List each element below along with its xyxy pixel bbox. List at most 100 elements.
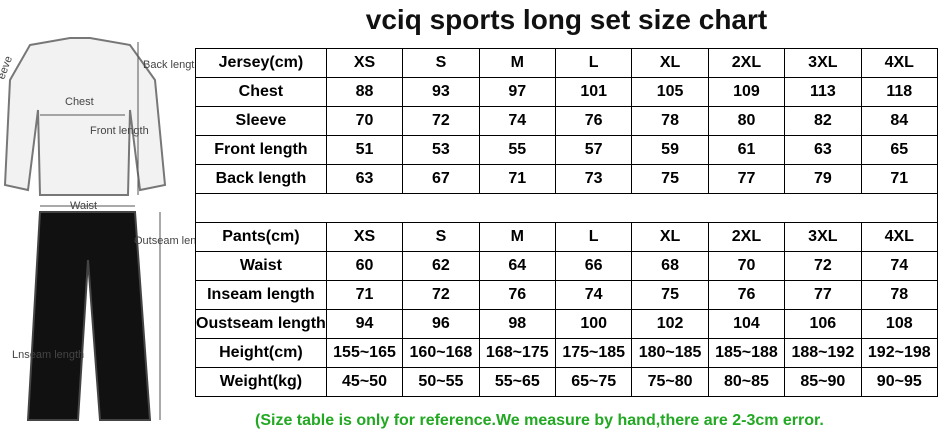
cell: 113 bbox=[784, 77, 862, 107]
cell: 68 bbox=[631, 251, 709, 281]
cell: 72 bbox=[784, 251, 862, 281]
table-row: Jersey(cm) XS S M L XL 2XL 3XL 4XL bbox=[195, 48, 938, 78]
cell: 96 bbox=[402, 309, 480, 339]
cell: 71 bbox=[325, 280, 404, 310]
table-row: Height(cm) 155~165 160~168 168~175 175~185 18… bbox=[195, 338, 938, 368]
diagram-label: Front length bbox=[90, 125, 149, 137]
cell: 175~185 bbox=[554, 338, 633, 368]
cell: XS bbox=[325, 48, 404, 78]
cell: 76 bbox=[707, 280, 786, 310]
cell: 180~185 bbox=[631, 338, 709, 368]
cell: 97 bbox=[478, 77, 556, 107]
table-row: Oustseam length 94 96 98 100 102 104 106 108 bbox=[195, 309, 938, 339]
cell: 77 bbox=[707, 164, 786, 194]
cell: 90~95 bbox=[860, 367, 938, 397]
cell: 61 bbox=[707, 135, 786, 165]
cell: 50~55 bbox=[402, 367, 480, 397]
cell: 55 bbox=[478, 135, 556, 165]
cell: 84 bbox=[860, 106, 938, 136]
cell: 70 bbox=[707, 251, 786, 281]
cell: 79 bbox=[784, 164, 862, 194]
cell: 108 bbox=[860, 309, 938, 339]
cell: L bbox=[554, 222, 633, 252]
cell: 74 bbox=[478, 106, 556, 136]
cell: 72 bbox=[402, 106, 480, 136]
pants-shape bbox=[26, 211, 152, 421]
size-table: Jersey(cm) XS S M L XL 2XL 3XL 4XL Chest 88 93 97 101… bbox=[195, 48, 938, 397]
cell: 94 bbox=[325, 309, 404, 339]
cell: 78 bbox=[860, 280, 938, 310]
table-row: Sleeve 70 72 74 76 78 80 82 84 bbox=[195, 106, 938, 136]
row-label: Jersey(cm) bbox=[195, 48, 327, 78]
cell: 80 bbox=[707, 106, 786, 136]
cell: 67 bbox=[402, 164, 480, 194]
row-label: Pants(cm) bbox=[195, 222, 327, 252]
cell: 118 bbox=[860, 77, 938, 107]
cell: 168~175 bbox=[478, 338, 556, 368]
spacer bbox=[195, 193, 938, 223]
table-row: Chest 88 93 97 101 105 109 113 118 bbox=[195, 77, 938, 107]
table-row: Inseam length 71 72 76 74 75 76 77 78 bbox=[195, 280, 938, 310]
diagram-label: Lnseam length bbox=[12, 349, 84, 361]
cell: M bbox=[478, 222, 556, 252]
cell: XS bbox=[325, 222, 404, 252]
cell: 74 bbox=[554, 280, 633, 310]
cell: 74 bbox=[860, 251, 938, 281]
table-row: Weight(kg) 45~50 50~55 55~65 65~75 75~80 80~85… bbox=[195, 367, 938, 397]
jersey-shape bbox=[3, 37, 167, 196]
cell: 188~192 bbox=[784, 338, 862, 368]
spacer-row bbox=[195, 193, 938, 223]
diagram-label: Chest bbox=[65, 96, 94, 108]
cell: 55~65 bbox=[478, 367, 556, 397]
cell: 80~85 bbox=[707, 367, 786, 397]
cell: 98 bbox=[478, 309, 556, 339]
cell: 4XL bbox=[860, 222, 938, 252]
diagram-label: Back length bbox=[143, 59, 195, 71]
cell: 3XL bbox=[784, 222, 862, 252]
cell: 105 bbox=[631, 77, 709, 107]
title: vciq sports long set size chart bbox=[365, 4, 768, 35]
cell: XL bbox=[631, 48, 709, 78]
cell: 63 bbox=[784, 135, 862, 165]
row-label: Chest bbox=[195, 77, 327, 107]
cell: 62 bbox=[402, 251, 480, 281]
cell: S bbox=[402, 222, 480, 252]
cell: 77 bbox=[784, 280, 862, 310]
cell: 3XL bbox=[784, 48, 862, 78]
cell: 106 bbox=[784, 309, 862, 339]
cell: 73 bbox=[554, 164, 633, 194]
cell: S bbox=[402, 48, 480, 78]
cell: 85~90 bbox=[784, 367, 862, 397]
row-label: Height(cm) bbox=[195, 338, 327, 368]
table-row: Waist 60 62 64 66 68 70 72 74 bbox=[195, 251, 938, 281]
illustration: eeve Back length Chest Front length Wais… bbox=[0, 37, 195, 421]
cell: 57 bbox=[554, 135, 633, 165]
cell: 75 bbox=[631, 164, 709, 194]
cell: 76 bbox=[554, 106, 633, 136]
cell: 76 bbox=[478, 280, 556, 310]
cell: 65 bbox=[860, 135, 938, 165]
cell: 75 bbox=[631, 280, 709, 310]
cell: 78 bbox=[631, 106, 709, 136]
cell: 63 bbox=[325, 164, 404, 194]
cell: 101 bbox=[554, 77, 633, 107]
note: (Size table is only for reference.We mea… bbox=[255, 412, 824, 429]
table-row: Front length 51 53 55 57 59 61 63 65 bbox=[195, 135, 938, 165]
cell: 102 bbox=[631, 309, 709, 339]
cell: 93 bbox=[402, 77, 480, 107]
row-label: Waist bbox=[195, 251, 327, 281]
cell: 185~188 bbox=[707, 338, 786, 368]
cell: 100 bbox=[554, 309, 633, 339]
table-row: Pants(cm) XS S M L XL 2XL 3XL 4XL bbox=[195, 222, 938, 252]
cell: 192~198 bbox=[860, 338, 938, 368]
row-label: Oustseam length bbox=[195, 309, 327, 339]
cell: 82 bbox=[784, 106, 862, 136]
cell: 72 bbox=[402, 280, 480, 310]
row-label: Sleeve bbox=[195, 106, 327, 136]
cell: 53 bbox=[402, 135, 480, 165]
cell: 75~80 bbox=[631, 367, 709, 397]
cell: 71 bbox=[478, 164, 556, 194]
cell: 160~168 bbox=[402, 338, 480, 368]
row-label: Front length bbox=[195, 135, 327, 165]
diagram-label: Outseam length bbox=[134, 235, 195, 247]
